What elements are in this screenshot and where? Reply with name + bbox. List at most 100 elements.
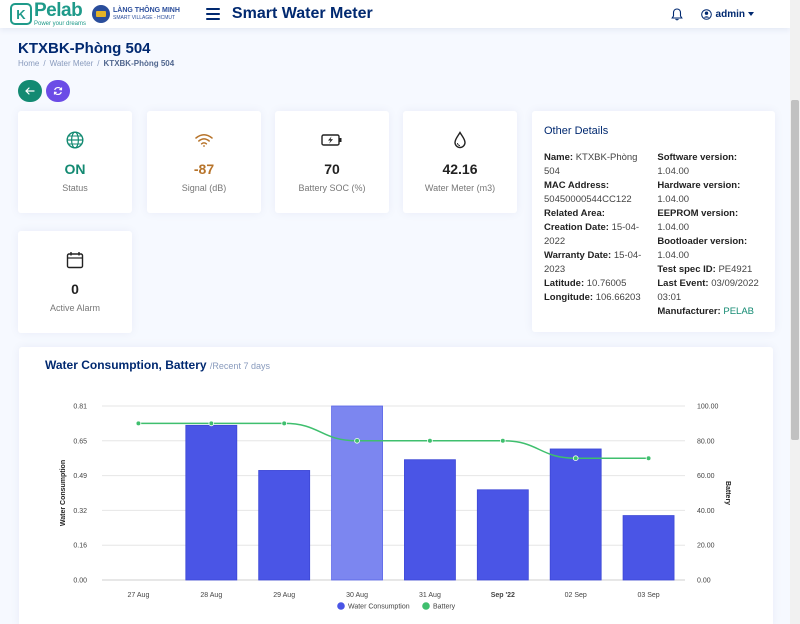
battery-point (572, 455, 579, 461)
page-scrollbar[interactable] (790, 0, 800, 624)
y-right-tick-label: 40.00 (697, 508, 715, 515)
y-left-tick-label: 0.32 (73, 508, 87, 515)
battery-line (138, 422, 649, 459)
battery-value: 70 (324, 161, 340, 177)
partner-sub: SMART VILLAGE - HCMUT (113, 15, 176, 21)
detail-warranty-date: Warranty Date: 15-04-2023 (544, 250, 642, 275)
other-details-card: Other Details Name: KTXBK-Phòng 504 MAC … (532, 111, 775, 332)
battery-charging-icon (321, 134, 342, 146)
battery-point (354, 438, 360, 444)
y-left-tick-label: 0.65 (73, 438, 87, 445)
pelab-logo-icon: K (10, 3, 32, 25)
legend-water-consumption-marker (337, 602, 345, 610)
battery-point (645, 455, 652, 461)
calendar-icon (66, 252, 84, 269)
globe-icon (66, 131, 84, 149)
chevron-down-icon[interactable] (748, 12, 754, 16)
app-title: Smart Water Meter (231, 5, 373, 22)
detail-last-event: Last Event: 03/09/2022 03:01 (657, 278, 759, 303)
x-tick-label: 29 Aug (273, 592, 295, 599)
y-left-tick-label: 0.49 (73, 473, 87, 480)
active-alarm-label: Active Alarm (49, 303, 100, 313)
detail-name: Name: KTXBK-Phòng 504 (544, 152, 638, 177)
user-name[interactable]: admin (715, 8, 745, 20)
water-consumption-bar (476, 489, 529, 581)
x-tick-label: 27 Aug (128, 592, 150, 599)
legend-water-consumption-label: Water Consumption (348, 604, 410, 611)
breadcrumb-current: KTXBK-Phòng 504 (103, 59, 175, 68)
battery-point (281, 420, 287, 427)
detail-bootloader-version: Bootloader version: 1.04.00 (657, 236, 748, 261)
detail-manufacturer: Manufacturer: PELAB (657, 306, 754, 317)
x-tick-label: 30 Aug (346, 592, 368, 599)
user-avatar-icon[interactable] (700, 8, 712, 20)
detail-latitude: Latitude: 10.76005 (544, 278, 627, 289)
details-right-column: Software version: 1.04.00 Hardware versi… (657, 151, 763, 319)
consumption-battery-chart: 0.00 0.16 0.32 0.49 0.65 0.81 0.00 20.00 40.00 60… (60, 404, 731, 611)
hamburger-menu-icon[interactable] (205, 8, 220, 20)
bell-icon[interactable] (670, 7, 683, 21)
back-button[interactable] (18, 80, 42, 102)
partner-name: LÀNG THÔNG MINH (113, 7, 180, 14)
pelab-logo[interactable]: K Pelab Power your dreams (10, 1, 86, 27)
y-right-axis-title: Battery (724, 481, 731, 505)
y-right-tick-label: 0.00 (697, 578, 711, 585)
x-tick-label: 03 Sep (637, 592, 659, 599)
breadcrumb: Home / Water Meter / KTXBK-Phòng 504 (18, 59, 175, 68)
details-left-column: Name: KTXBK-Phòng 504 MAC Address: 50450… (544, 151, 655, 319)
y-right-tick-label: 20.00 (697, 543, 715, 550)
details-title: Other Details (544, 125, 609, 137)
y-left-tick-label: 0.81 (73, 404, 87, 411)
detail-longitude: Longitude: 106.66203 (544, 292, 641, 303)
x-tick-label: 28 Aug (200, 592, 222, 599)
active-alarm-card: 0 Active Alarm (18, 231, 132, 333)
manufacturer-link[interactable]: PELAB (723, 306, 754, 317)
detail-creation-date: Creation Date: 15-04-2022 (544, 222, 640, 247)
detail-hardware-version: Hardware version: 1.04.00 (657, 180, 741, 205)
y-left-tick-label: 0.00 (73, 578, 87, 585)
water-meter-value: 42.16 (442, 161, 478, 177)
scrollbar-thumb[interactable] (791, 100, 799, 440)
chart-subtitle: /Recent 7 days (209, 361, 270, 371)
battery-point (500, 438, 506, 444)
water-consumption-bar (331, 405, 383, 581)
y-right-tick-label: 80.00 (697, 438, 715, 445)
breadcrumb-water-meter[interactable]: Water Meter (49, 59, 94, 68)
page-title: KTXBK-Phòng 504 (18, 40, 151, 57)
detail-test-spec-id: Test spec ID: PE4921 (657, 264, 753, 275)
refresh-icon (53, 86, 63, 96)
water-consumption-bar (258, 470, 311, 581)
refresh-button[interactable] (46, 80, 70, 102)
y-left-axis-title: Water Consumption (60, 460, 67, 526)
battery-card: 70 Battery SOC (%) (275, 111, 389, 213)
active-alarm-value: 0 (71, 281, 79, 297)
wifi-icon (195, 134, 213, 147)
battery-label: Battery SOC (%) (298, 183, 366, 193)
detail-eeprom-version: EEPROM version: 1.04.00 (657, 208, 739, 233)
arrow-left-icon (25, 87, 35, 95)
y-right-tick-label: 60.00 (697, 473, 715, 480)
x-tick-label: Sep '22 (491, 592, 515, 599)
smart-village-logo-icon (92, 5, 111, 23)
detail-related-area: Related Area: (544, 208, 605, 219)
signal-card: -87 Signal (dB) (147, 111, 261, 213)
logo-tagline: Power your dreams (34, 21, 87, 27)
water-consumption-bar (549, 448, 602, 581)
detail-software-version: Software version: 1.04.00 (657, 152, 738, 177)
detail-mac: MAC Address: 50450000544CC122 (544, 180, 632, 205)
water-consumption-bar (622, 515, 675, 581)
water-drop-icon (454, 131, 466, 149)
breadcrumb-home[interactable]: Home (18, 59, 40, 68)
top-header: K Pelab Power your dreams LÀNG THÔNG MIN… (0, 0, 790, 28)
signal-label: Signal (dB) (181, 183, 227, 193)
battery-point (208, 420, 215, 427)
legend-battery-label: Battery (433, 604, 456, 611)
battery-point (427, 438, 433, 444)
status-value: ON (64, 161, 86, 177)
y-left-tick-label: 0.16 (73, 543, 87, 550)
status-card: ON Status (18, 111, 132, 213)
consumption-battery-chart-card: Water Consumption, Battery /Recent 7 day… (19, 347, 773, 624)
water-consumption-bar (404, 459, 456, 581)
water-consumption-bar (185, 424, 238, 581)
status-label: Status (62, 183, 88, 193)
